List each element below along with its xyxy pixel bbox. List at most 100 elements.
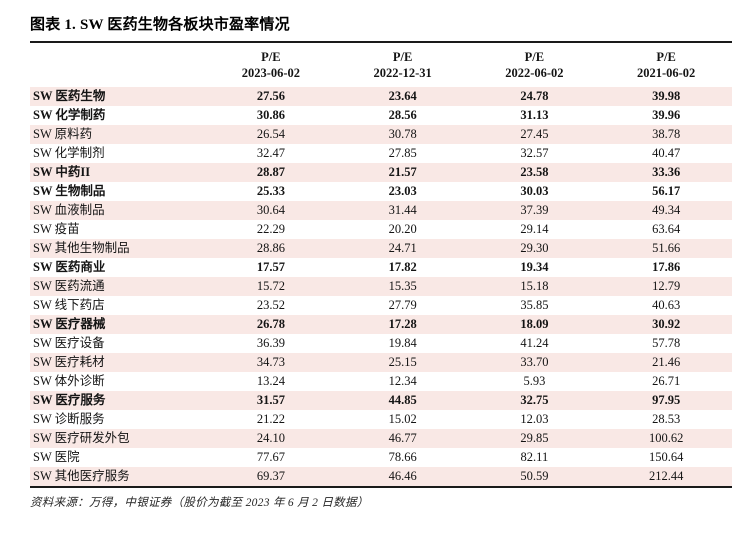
table-row: SW 化学制药 30.86 28.56 31.13 39.96 [30, 106, 732, 125]
pe-value-cell: 27.45 [520, 126, 549, 141]
pe-value-cell: 32.57 [520, 145, 549, 160]
row-label: SW 医药生物 [33, 88, 106, 103]
pe-value-cell: 32.47 [256, 145, 285, 160]
row-label: SW 医疗服务 [33, 392, 106, 407]
pe-value-cell: 13.24 [256, 373, 285, 388]
pe-value-cell: 27.79 [388, 297, 417, 312]
header-label-spacer [30, 43, 205, 87]
pe-label: P/E [392, 50, 413, 64]
pe-value-cell: 44.85 [388, 392, 417, 407]
pe-value-cell: 97.95 [652, 392, 681, 407]
pe-value-cell: 78.66 [388, 449, 417, 464]
column-header-3: P/E 2022-06-02 [469, 43, 601, 87]
pe-value-cell: 17.57 [256, 259, 285, 274]
pe-value-cell: 23.03 [388, 183, 417, 198]
pe-value-cell: 28.87 [256, 164, 285, 179]
pe-value-cell: 25.33 [256, 183, 285, 198]
row-label: SW 体外诊断 [33, 373, 105, 388]
pe-value-cell: 40.47 [652, 145, 681, 160]
pe-value-cell: 12.03 [520, 411, 549, 426]
table-header: P/E 2023-06-02 P/E 2022-12-31 P/E 2022-0… [30, 43, 732, 87]
pe-value-cell: 50.59 [520, 468, 549, 483]
pe-label: P/E [261, 50, 281, 64]
row-label: SW 血液制品 [33, 202, 105, 217]
pe-value-cell: 24.78 [520, 88, 549, 103]
pe-value-cell: 30.64 [256, 202, 285, 217]
pe-value-cell: 100.62 [648, 430, 684, 445]
pe-value-cell: 212.44 [648, 468, 684, 483]
table-row: SW 医院 77.67 78.66 82.11 150.64 [30, 448, 732, 467]
row-label: SW 线下药店 [33, 297, 105, 312]
pe-value-cell: 46.46 [388, 468, 417, 483]
pe-value-cell: 56.17 [652, 183, 681, 198]
pe-value-cell: 33.70 [520, 354, 549, 369]
pe-value-cell: 15.18 [520, 278, 549, 293]
column-header-4: P/E 2021-06-02 [600, 43, 732, 87]
pe-value-cell: 23.52 [256, 297, 285, 312]
pe-value-cell: 69.37 [256, 468, 285, 483]
pe-value-cell: 27.85 [388, 145, 417, 160]
table-row: SW 其他医疗服务 69.37 46.46 50.59 212.44 [30, 466, 732, 487]
pe-value-cell: 31.13 [520, 107, 549, 122]
pe-value-cell: 38.78 [652, 126, 681, 141]
table-row: SW 体外诊断 13.24 12.34 5.93 26.71 [30, 372, 732, 391]
pe-value-cell: 82.11 [520, 449, 549, 464]
pe-value-cell: 15.72 [256, 278, 285, 293]
pe-value-cell: 18.09 [520, 316, 549, 331]
source-note: 资料来源：万得，中银证券（股价为截至 2023 年 6 月 2 日数据） [30, 496, 369, 509]
table-row: SW 医疗研发外包 24.10 46.77 29.85 100.62 [30, 428, 732, 448]
pe-value-cell: 24.10 [256, 430, 285, 445]
pe-value-cell: 12.79 [652, 278, 681, 293]
pe-value-cell: 17.28 [388, 316, 417, 331]
pe-value-cell: 17.82 [388, 259, 417, 274]
column-header-1: P/E 2023-06-02 [205, 43, 337, 87]
row-label: SW 医疗研发外包 [33, 430, 130, 445]
pe-value-cell: 15.02 [388, 411, 417, 426]
pe-value-cell: 28.56 [388, 107, 417, 122]
table-row: SW 中药II 28.87 21.57 23.58 33.36 [30, 162, 732, 182]
table-row: SW 医药商业 17.57 17.82 19.34 17.86 [30, 258, 732, 277]
row-label: SW 医药商业 [33, 259, 106, 274]
row-label: SW 化学制药 [33, 107, 106, 122]
row-label: SW 疫苗 [33, 221, 80, 236]
pe-value-cell: 30.03 [520, 183, 549, 198]
table-row: SW 线下药店 23.52 27.79 35.85 40.63 [30, 296, 732, 315]
row-label: SW 医疗设备 [33, 335, 105, 350]
table-row: SW 生物制品 25.33 23.03 30.03 56.17 [30, 182, 732, 201]
pe-table: P/E 2023-06-02 P/E 2022-12-31 P/E 2022-0… [30, 43, 732, 488]
pe-value-cell: 21.57 [388, 164, 417, 179]
pe-value-cell: 34.73 [256, 354, 285, 369]
table-row: SW 其他生物制品 28.86 24.71 29.30 51.66 [30, 238, 732, 258]
pe-value-cell: 12.34 [388, 373, 417, 388]
pe-value-cell: 19.84 [388, 335, 417, 350]
date-label: 2022-12-31 [373, 66, 432, 81]
row-label: SW 原料药 [33, 126, 93, 141]
pe-value-cell: 31.44 [388, 202, 417, 217]
pe-value-cell: 39.98 [652, 88, 681, 103]
pe-value-cell: 20.20 [388, 221, 417, 236]
table-row: SW 医药生物 27.56 23.64 24.78 39.98 [30, 86, 732, 106]
pe-value-cell: 35.85 [520, 297, 549, 312]
pe-value-cell: 30.78 [388, 126, 417, 141]
pe-value-cell: 21.22 [256, 411, 285, 426]
table-row: SW 血液制品 30.64 31.44 37.39 49.34 [30, 200, 732, 220]
pe-value-cell: 23.64 [388, 88, 417, 103]
pe-value-cell: 46.77 [388, 430, 417, 445]
pe-value-cell: 29.30 [520, 240, 549, 255]
row-label: SW 医药流通 [33, 278, 105, 293]
pe-value-cell: 17.86 [652, 259, 681, 274]
table-row: SW 医药流通 15.72 15.35 15.18 12.79 [30, 276, 732, 296]
table-row: SW 医疗耗材 34.73 25.15 33.70 21.46 [30, 352, 732, 372]
pe-label: P/E [656, 50, 676, 64]
pe-value-cell: 28.86 [256, 240, 285, 255]
pe-value-cell: 15.35 [388, 278, 417, 293]
pe-value-cell: 63.64 [652, 221, 681, 236]
pe-value-cell: 21.46 [652, 354, 681, 369]
pe-value-cell: 30.86 [256, 107, 285, 122]
table-row: SW 原料药 26.54 30.78 27.45 38.78 [30, 124, 732, 144]
pe-value-cell: 32.75 [520, 392, 549, 407]
table-row: SW 疫苗 22.29 20.20 29.14 63.64 [30, 220, 732, 239]
pe-value-cell: 39.96 [652, 107, 681, 122]
pe-value-cell: 26.71 [652, 373, 681, 388]
pe-label: P/E [524, 50, 545, 64]
